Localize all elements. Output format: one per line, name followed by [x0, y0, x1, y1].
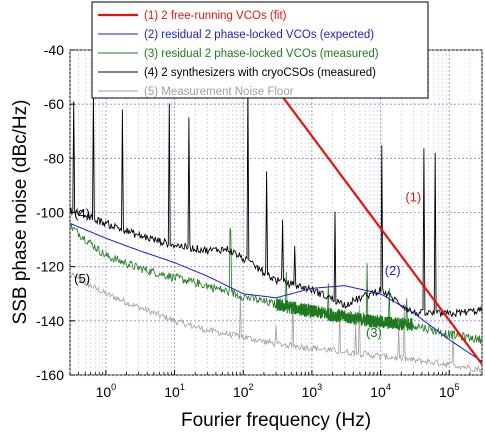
y-tick-label: -100 — [36, 205, 64, 221]
series-3-dense-band — [275, 297, 414, 331]
y-tick-label: -80 — [44, 150, 64, 166]
legend-label-3: (3) residual 2 phase-locked VCOs (measur… — [144, 48, 379, 60]
x-axis-title: Fourier frequency (Hz) — [181, 410, 371, 431]
legend-label-2: (2) residual 2 phase-locked VCOs (expect… — [144, 29, 374, 41]
series-label-1: (1) — [405, 190, 421, 205]
y-tick-label: -140 — [36, 313, 64, 329]
x-tick-label: 100 — [96, 382, 117, 400]
series-1-line — [246, 50, 482, 365]
legend-box — [91, 1, 429, 99]
legend-label-4: (4) 2 synthesizers with cryoCSOs (measur… — [144, 67, 376, 79]
series-2-line — [70, 222, 482, 362]
y-tick-label: -120 — [36, 259, 64, 275]
ticks: -40 -60 -80 -100 -120 -140 -160 100 101 102 103 104… — [36, 42, 483, 400]
series-label-5: (5) — [74, 271, 90, 286]
series-annotations: (1) (2) (3) (4) (5) — [74, 190, 421, 340]
series-label-3: (3) — [366, 325, 382, 340]
legend: (1) 2 free-running VCOs (fit) (2) residua… — [91, 1, 429, 99]
series-layer — [70, 50, 482, 374]
series-label-4: (4) — [74, 206, 90, 221]
legend-label-1: (1) 2 free-running VCOs (fit) — [144, 10, 287, 22]
y-tick-label: -40 — [44, 42, 64, 58]
x-tick-label: 103 — [302, 382, 323, 400]
x-tick-label: 102 — [233, 382, 254, 400]
x-tick-label: 105 — [439, 382, 460, 400]
y-tick-label: -160 — [36, 367, 64, 383]
y-tick-label: -60 — [44, 96, 64, 112]
x-tick-label: 101 — [164, 382, 185, 400]
x-tick-label: 104 — [370, 382, 391, 400]
legend-items: (1) 2 free-running VCOs (fit) (2) residua… — [98, 10, 379, 98]
series-5-line — [70, 272, 482, 374]
y-axis-title: SSB phase noise (dBc/Hz) — [10, 100, 31, 325]
series-label-2: (2) — [385, 263, 401, 278]
legend-label-5: (5) Measurement Noise Floor — [144, 86, 294, 98]
